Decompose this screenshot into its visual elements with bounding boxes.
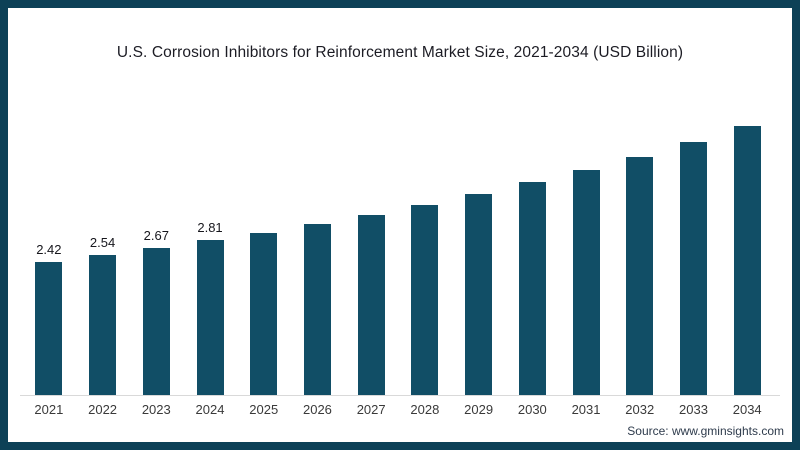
bar-column-2030: [505, 100, 559, 395]
x-axis-label: 2027: [356, 402, 386, 417]
x-axis-line: [20, 395, 780, 396]
bar: [518, 182, 546, 395]
bar-column-2021: 2.42: [22, 100, 76, 395]
bar: [411, 205, 439, 395]
bar-column-2026: [291, 100, 345, 395]
bar: [572, 170, 600, 395]
x-axis-label: 2023: [141, 402, 171, 417]
bar: [733, 126, 761, 395]
bar-column-2022: 2.54: [76, 100, 130, 395]
bar-column-2034: [720, 100, 774, 395]
x-axis-label: 2032: [625, 402, 655, 417]
bar-column-2025: [237, 100, 291, 395]
bar: [89, 255, 117, 395]
bar-value-label: 2.67: [143, 228, 169, 243]
x-axis-label: 2025: [249, 402, 279, 417]
bar: [465, 194, 493, 395]
bar-value-label: 2.81: [197, 220, 223, 235]
bar-value-label: 2.54: [89, 235, 116, 250]
bar: [303, 224, 331, 395]
plot-area: 2.42 2.54 2.67 2.81: [8, 100, 792, 395]
bar: [250, 233, 278, 395]
bar: [626, 157, 654, 395]
bar-column-2023: 2.67: [129, 100, 183, 395]
bar-column-2032: [613, 100, 667, 395]
x-axis-label: 2024: [195, 402, 225, 417]
bar: [196, 240, 224, 395]
x-axis-label: 2021: [34, 402, 64, 417]
bar-column-2027: [344, 100, 398, 395]
x-axis-label: 2028: [410, 402, 440, 417]
bar: [35, 262, 63, 395]
x-axis-label: 2029: [464, 402, 494, 417]
x-axis-label: 2022: [88, 402, 118, 417]
x-axis-label: 2031: [571, 402, 601, 417]
x-axis-label: 2033: [679, 402, 708, 417]
bar-column-2029: [452, 100, 506, 395]
bar-column-2031: [559, 100, 613, 395]
x-axis-label: 2034: [732, 402, 762, 417]
x-axis-label: 2026: [302, 402, 332, 417]
bar-column-2024: 2.81: [183, 100, 237, 395]
x-axis-labels: 2021 2022 2023 2024 2025 2026 2027 2028 2029 2030…: [8, 402, 792, 417]
bar-value-label: 2.42: [36, 242, 62, 257]
source-credit: Source: www.gminsights.com: [627, 424, 784, 438]
bar: [357, 215, 385, 395]
bar-column-2028: [398, 100, 452, 395]
bar: [679, 142, 707, 395]
bar-column-2033: [667, 100, 721, 395]
x-axis-label: 2030: [517, 402, 547, 417]
bar: [142, 248, 170, 395]
chart-title: U.S. Corrosion Inhibitors for Reinforcem…: [116, 44, 684, 61]
